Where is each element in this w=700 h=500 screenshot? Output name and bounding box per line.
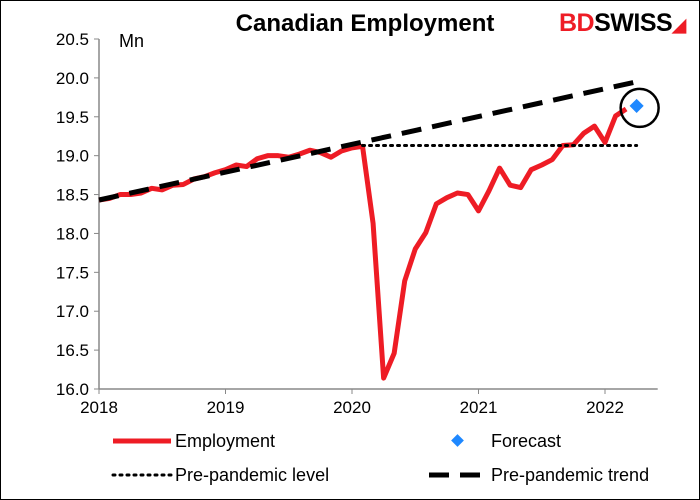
legend-label: Forecast — [491, 431, 561, 451]
x-tick-label: 2019 — [207, 398, 245, 417]
x-tick-label: 2018 — [80, 398, 118, 417]
y-tick-label: 17.0 — [56, 302, 89, 321]
y-tick-label: 16.5 — [56, 341, 89, 360]
y-tick-label: 19.0 — [56, 147, 89, 166]
employment-line — [98, 106, 628, 381]
forecast-highlight-circle — [619, 87, 660, 129]
y-tick-label: 20.5 — [56, 30, 89, 49]
logo-part1: BD — [559, 9, 595, 37]
x-tick-label: 2021 — [460, 398, 498, 417]
y-axis-unit: Mn — [119, 31, 144, 51]
legend-label: Pre-pandemic trend — [491, 465, 649, 485]
legend-label: Employment — [175, 431, 275, 451]
chart-title: Canadian Employment — [236, 10, 495, 37]
y-tick-label: 18.0 — [56, 224, 89, 243]
y-tick-label: 17.5 — [56, 263, 89, 282]
logo-part2: SWISS — [594, 9, 673, 37]
x-tick-label: 2020 — [333, 398, 371, 417]
y-tick-label: 18.5 — [56, 186, 89, 205]
y-tick-label: 16.0 — [56, 380, 89, 399]
x-tick-label: 2022 — [586, 398, 624, 417]
y-tick-label: 19.5 — [56, 108, 89, 127]
y-tick-label: 20.0 — [56, 69, 89, 88]
bdswiss-logo: BDSWISS◢ — [559, 9, 686, 38]
forecast-marker — [629, 98, 644, 113]
logo-flag-icon: ◢ — [672, 15, 686, 35]
legend-swatch-forecast — [451, 434, 464, 447]
legend-label: Pre-pandemic level — [175, 465, 329, 485]
